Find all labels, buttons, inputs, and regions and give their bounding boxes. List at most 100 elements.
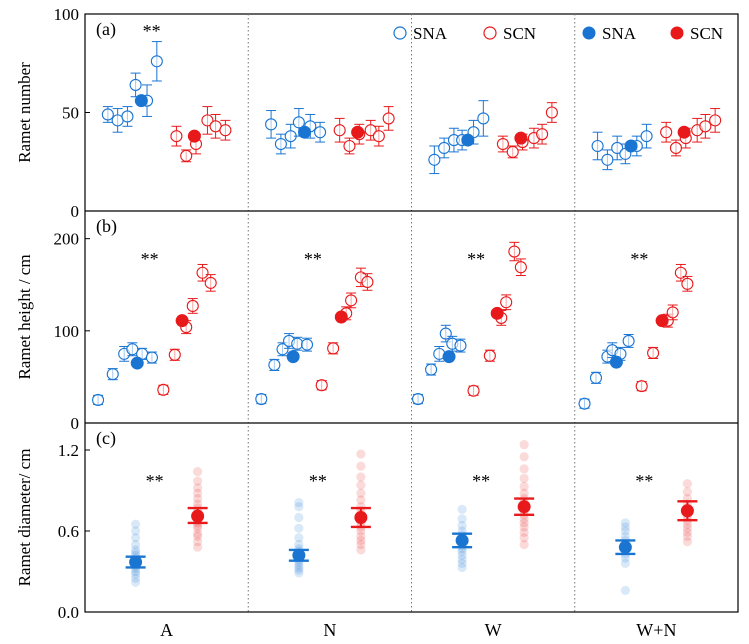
scn-point [635, 380, 648, 393]
sna-point [601, 153, 614, 166]
sna-raw-point [131, 577, 141, 587]
sna-point [314, 126, 327, 139]
scn-raw-point [356, 480, 366, 490]
x-tick-label: N [323, 620, 336, 640]
scn-point [343, 139, 356, 153]
sna-raw-point [131, 548, 141, 558]
scn-point [168, 348, 181, 361]
scn-raw-point [356, 449, 366, 459]
scn-point [709, 114, 722, 127]
sna-raw-point [131, 566, 141, 577]
significance-stars: ** [467, 249, 485, 269]
scn-raw-point [519, 481, 529, 492]
sna-raw-point [457, 558, 467, 569]
significance-stars: ** [304, 249, 322, 269]
scn-mean-point [175, 314, 189, 328]
scn-raw-point [682, 537, 692, 547]
scn-point [327, 342, 340, 355]
scn-raw-point [193, 494, 203, 504]
y-tick-label: 100 [54, 5, 80, 24]
y-tick-label: 100 [54, 322, 80, 341]
sna-raw-point [457, 562, 467, 573]
scn-mean-point [490, 306, 504, 320]
scn-point [669, 141, 683, 155]
legend-label: SNA [602, 24, 637, 43]
legend-marker-sna-open [393, 26, 407, 40]
sna-mean-point [130, 356, 144, 370]
scn-mean-point [187, 129, 201, 143]
scn-raw-point [193, 542, 203, 552]
scn-point [508, 245, 521, 258]
scn-mean-point [677, 125, 691, 139]
legend-marker-scn-open [483, 26, 497, 40]
y-tick-label: 0.0 [58, 603, 79, 622]
scn-raw-point [356, 488, 366, 498]
sna-point [129, 78, 142, 91]
scn-raw-point [519, 464, 529, 474]
y-tick-label: 1.2 [58, 441, 79, 460]
scn-raw-point [519, 452, 529, 462]
scn-raw-point [356, 495, 366, 505]
panel-b: 0 100 200 Ramet height / cm (b) ** ** ** ** [15, 210, 738, 433]
scn-point [201, 114, 214, 127]
sna-point [411, 392, 425, 406]
sna-mean-point [129, 555, 143, 569]
sna-raw-point [131, 545, 141, 555]
sna-raw-point [457, 504, 467, 514]
panel-label: (b) [96, 216, 117, 237]
scn-mean-point [514, 131, 528, 145]
scn-raw-point [519, 533, 529, 543]
sna-raw-point [131, 539, 141, 550]
scn-point [372, 130, 385, 143]
sna-raw-point [294, 565, 304, 575]
scn-raw-point [193, 467, 203, 477]
scn-raw-point [682, 523, 692, 533]
scn-raw-point [519, 514, 529, 524]
sna-raw-point [457, 521, 467, 531]
panel-label: (c) [96, 428, 116, 449]
sna-mean-point [442, 350, 456, 364]
scn-raw-point [356, 539, 366, 550]
scn-point [500, 296, 513, 309]
legend-label: SNA [413, 24, 448, 43]
sna-point [106, 368, 119, 381]
y-axis-label: Ramet diameter/ cm [15, 449, 34, 587]
significance-stars: ** [635, 471, 653, 491]
scn-raw-point [682, 487, 692, 497]
scn-mean-point [354, 511, 368, 524]
legend-marker-sna-filled [582, 26, 596, 40]
sna-point [268, 358, 281, 371]
panel-label: (a) [96, 19, 116, 40]
sna-raw-point [131, 569, 141, 579]
sna-raw-point [457, 546, 467, 556]
significance-stars: ** [630, 249, 648, 269]
scn-point [157, 383, 170, 396]
scn-point [660, 126, 673, 139]
sna-raw-point [294, 560, 304, 570]
scn-raw-point [356, 461, 366, 471]
sna-point [150, 55, 163, 68]
scn-point [382, 112, 395, 125]
scn-point [666, 306, 679, 319]
sna-raw-point [294, 562, 304, 573]
scn-point [514, 261, 527, 274]
scn-point [196, 266, 209, 279]
scn-mean-point [655, 314, 669, 328]
panel-a: 0 50 100 Ramet number (a) ** SNA SCN SNA SCN [15, 5, 723, 221]
scn-raw-point [193, 488, 203, 498]
scn-mean-point [191, 509, 205, 523]
scn-raw-point [519, 518, 529, 528]
scn-point [483, 349, 496, 362]
scn-point [545, 106, 558, 119]
sna-point [265, 118, 278, 131]
sna-point [454, 339, 467, 352]
sna-mean-point [609, 355, 623, 369]
sna-mean-point [134, 94, 148, 108]
sna-point [425, 363, 438, 376]
scn-raw-point [356, 535, 366, 546]
sna-point [101, 108, 114, 121]
sna-point [276, 343, 289, 356]
sna-point [255, 392, 268, 406]
sna-raw-point [294, 512, 304, 523]
